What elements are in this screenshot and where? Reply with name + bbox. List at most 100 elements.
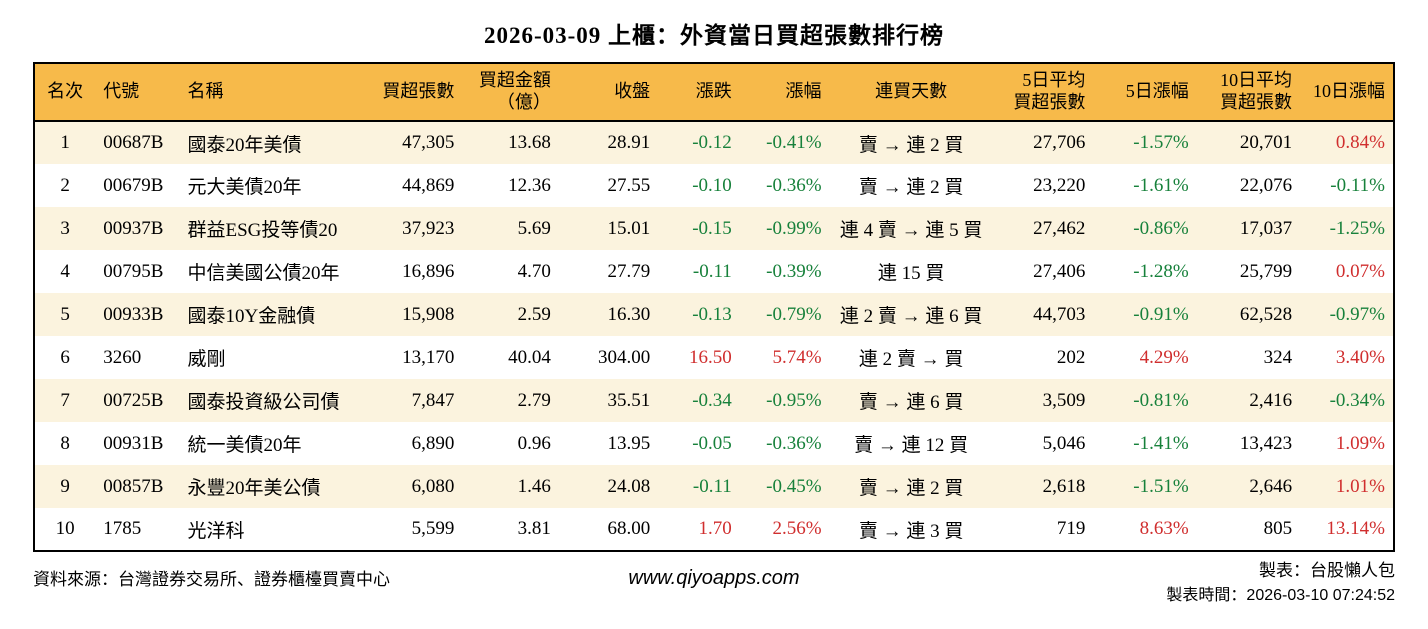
cell-change_pct: -0.36% [766, 432, 822, 454]
cell-change: -0.10 [692, 174, 732, 196]
cell-name: 國泰20年美債 [187, 134, 302, 156]
cell-buy_amount: 2.79 [517, 389, 551, 411]
cell-name: 威剛 [187, 349, 226, 370]
cell-name: 元大美債20年 [187, 177, 302, 198]
table-row: 2 00679B 元大美債20年 44,869 12.36 27.55 -0.10 -0.36… [34, 164, 1394, 207]
cell-avg10: 805 [1263, 518, 1293, 539]
cell-avg10: 62,528 [1239, 303, 1293, 325]
cell-change: -0.11 [692, 475, 732, 497]
cell-close: 68.00 [607, 518, 651, 539]
column-header-avg10: 10日平均 買超張數 [1196, 63, 1301, 122]
cell-streak: 賣 → 連 6 買 [858, 392, 964, 413]
cell-change: -0.05 [692, 432, 732, 454]
cell-name: 中信美國公債20年 [187, 263, 340, 284]
cell-buy_shares: 44,869 [402, 174, 455, 196]
cell-pct5: -1.51% [1133, 475, 1189, 497]
cell-avg5: 44,703 [1033, 303, 1086, 325]
cell-rank: 3 [60, 217, 70, 239]
table-header-row: 名次 代號 名稱 買超張數 買超金額 （億） 收盤 漲跌 漲幅 連買天數 5日平均 買超張數 5日漲… [34, 63, 1394, 122]
cell-code: 00795B [103, 260, 164, 282]
cell-buy_amount: 3.81 [517, 518, 551, 539]
column-header-avg5: 5日平均 買超張數 [992, 63, 1094, 122]
cell-code: 00931B [103, 432, 164, 454]
cell-buy_shares: 7,847 [411, 389, 455, 411]
cell-change: -0.13 [692, 303, 732, 325]
cell-avg10: 13,423 [1239, 432, 1293, 454]
cell-avg10: 22,076 [1239, 174, 1293, 196]
cell-avg5: 202 [1056, 346, 1086, 368]
cell-pct10: -0.34% [1329, 389, 1385, 411]
cell-code: 00725B [103, 389, 164, 411]
cell-change_pct: -0.79% [766, 303, 822, 325]
column-header-streak: 連買天數 [829, 63, 993, 122]
cell-pct10: -0.11% [1330, 174, 1385, 196]
cell-buy_shares: 6,890 [411, 432, 455, 454]
cell-change_pct: -0.41% [766, 132, 822, 153]
cell-avg5: 3,509 [1042, 389, 1086, 411]
table-row: 8 00931B 統一美債20年 6,890 0.96 13.95 -0.05 -0.36% 賣… [34, 422, 1394, 465]
cell-buy_amount: 12.36 [508, 174, 551, 196]
cell-pct10: 0.07% [1335, 260, 1385, 282]
cell-buy_amount: 1.46 [517, 475, 551, 497]
cell-buy_shares: 16,896 [402, 260, 455, 282]
cell-pct5: -1.57% [1133, 132, 1189, 153]
cell-pct5: -1.28% [1133, 260, 1189, 282]
column-header-buy_amount: 買超金額 （億） [462, 63, 559, 122]
cell-pct5: -1.41% [1133, 432, 1189, 454]
cell-streak: 賣 → 連 2 買 [858, 134, 964, 156]
cell-buy_shares: 47,305 [402, 132, 455, 153]
cell-buy_shares: 5,599 [411, 518, 455, 539]
cell-change_pct: -0.99% [766, 217, 822, 239]
column-header-pct5: 5日漲幅 [1093, 63, 1197, 122]
cell-pct10: 1.01% [1335, 475, 1385, 497]
cell-change_pct: 2.56% [772, 518, 822, 539]
cell-buy_amount: 2.59 [517, 303, 551, 325]
table-row: 4 00795B 中信美國公債20年 16,896 4.70 27.79 -0.11 -0.3… [34, 250, 1394, 293]
cell-avg10: 17,037 [1239, 217, 1293, 239]
cell-close: 35.51 [607, 389, 651, 411]
cell-rank: 4 [60, 260, 70, 282]
cell-buy_shares: 6,080 [411, 475, 455, 497]
cell-pct10: 0.84% [1335, 132, 1385, 153]
table-row: 9 00857B 永豐20年美公債 6,080 1.46 24.08 -0.11 -0.45%… [34, 465, 1394, 508]
cell-code: 00933B [103, 303, 164, 325]
cell-streak: 連 15 買 [877, 263, 945, 284]
cell-pct10: -0.97% [1329, 303, 1385, 325]
cell-avg5: 27,462 [1033, 217, 1086, 239]
cell-rank: 9 [60, 475, 70, 497]
table-row: 3 00937B 群益ESG投等債20 37,923 5.69 15.01 -0.15 -0.… [34, 207, 1394, 250]
cell-avg5: 27,406 [1033, 260, 1086, 282]
cell-avg5: 23,220 [1033, 174, 1086, 196]
cell-avg5: 5,046 [1042, 432, 1086, 454]
cell-pct10: 13.14% [1326, 518, 1385, 539]
column-header-name: 名稱 [179, 63, 364, 122]
cell-close: 27.55 [607, 174, 651, 196]
ranking-table: 名次 代號 名稱 買超張數 買超金額 （億） 收盤 漲跌 漲幅 連買天數 5日平均 買超張數 5日漲… [33, 62, 1395, 552]
cell-change: -0.34 [692, 389, 732, 411]
cell-rank: 8 [60, 432, 70, 454]
column-header-pct10: 10日漲幅 [1300, 63, 1394, 122]
cell-avg10: 25,799 [1239, 260, 1293, 282]
cell-avg10: 20,701 [1239, 132, 1293, 153]
cell-close: 13.95 [607, 432, 651, 454]
cell-pct5: -0.81% [1133, 389, 1189, 411]
cell-streak: 賣 → 連 2 買 [858, 478, 964, 499]
cell-rank: 7 [60, 389, 70, 411]
cell-name: 光洋科 [187, 520, 245, 542]
table-body: 1 00687B 國泰20年美債 47,305 13.68 28.91 -0.12 -0.41… [34, 121, 1394, 551]
cell-close: 24.08 [607, 475, 651, 497]
cell-change_pct: 5.74% [772, 346, 822, 368]
cell-pct5: -0.91% [1133, 303, 1189, 325]
table-row: 7 00725B 國泰投資級公司債 7,847 2.79 35.51 -0.34 -0.95%… [34, 379, 1394, 422]
cell-buy_amount: 5.69 [517, 217, 551, 239]
cell-rank: 6 [60, 346, 70, 368]
table-row: 10 1785 光洋科 5,599 3.81 68.00 1.70 2.56% 賣 → 連 3 … [34, 508, 1394, 551]
column-header-close: 收盤 [558, 63, 659, 122]
cell-close: 304.00 [597, 346, 651, 368]
cell-avg10: 324 [1263, 346, 1293, 368]
cell-buy_amount: 40.04 [508, 346, 551, 368]
cell-name: 統一美債20年 [187, 435, 302, 456]
cell-buy_amount: 4.70 [517, 260, 551, 282]
cell-streak: 賣 → 連 12 買 [854, 435, 969, 456]
maker-note: 製表：台股懶人包 [1259, 561, 1395, 580]
